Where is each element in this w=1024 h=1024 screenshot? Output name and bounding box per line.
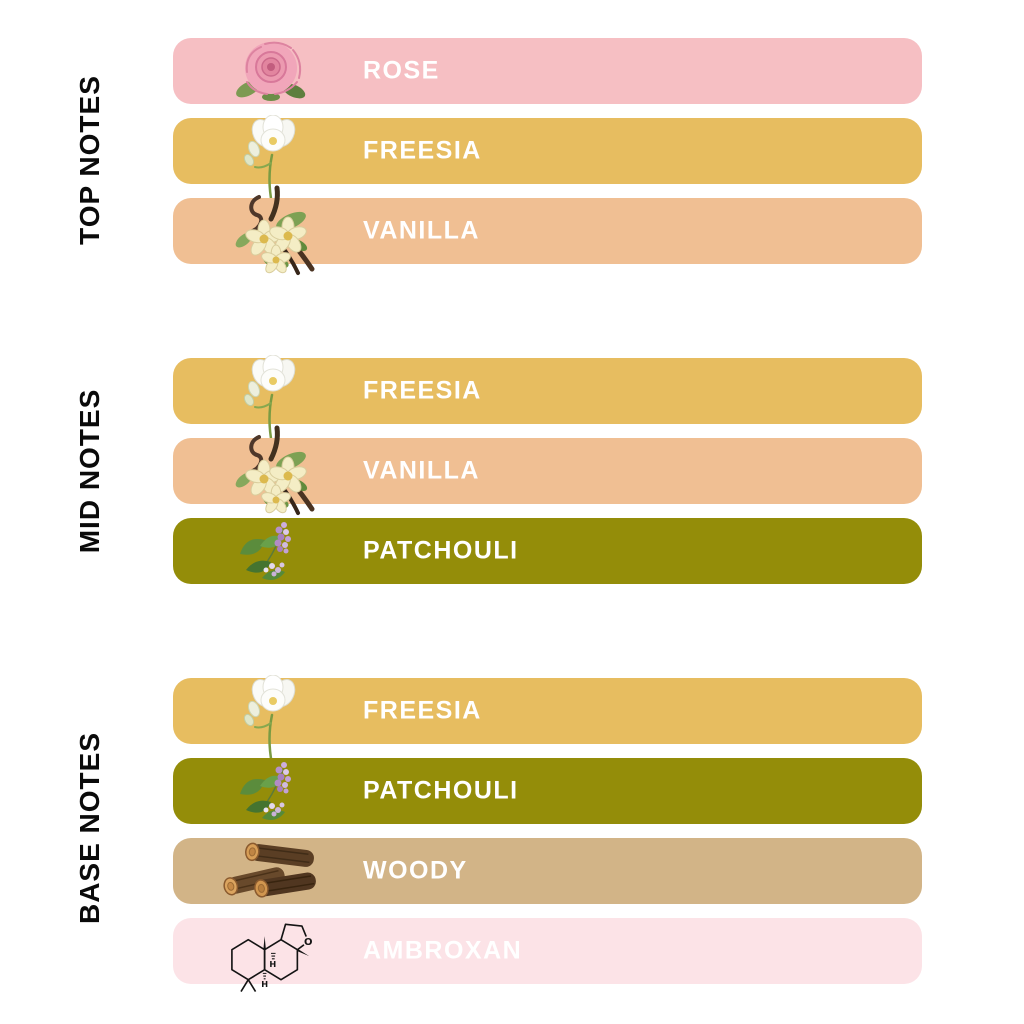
- section-label-base-notes: BASE NOTES: [74, 731, 105, 925]
- svg-text:H: H: [269, 959, 276, 969]
- note-bar-vanilla: VANILLA: [173, 425, 922, 515]
- section-top-notes: ROSE FREESIA: [173, 38, 922, 278]
- section-label-top-notes: TOP NOTES: [74, 75, 105, 245]
- note-label: ROSE: [363, 56, 440, 85]
- note-bar-patchouli: PATCHOULI: [173, 758, 922, 824]
- section-base-notes: FREESIA PATCHOULI: [173, 675, 922, 998]
- note-label: VANILLA: [363, 216, 480, 245]
- note-label: FREESIA: [363, 696, 482, 725]
- note-label: AMBROXAN: [363, 936, 523, 965]
- note-label: FREESIA: [363, 376, 482, 405]
- section-mid-notes: FREESIA: [173, 355, 922, 598]
- section-label-mid-notes: MID NOTES: [74, 388, 105, 554]
- note-bar-ambroxan: H H O AMBROXAN: [173, 918, 922, 992]
- note-label: PATCHOULI: [363, 536, 519, 565]
- note-bar-vanilla: VANILLA: [173, 185, 922, 275]
- note-bar-freesia: FREESIA: [173, 675, 922, 766]
- note-label: PATCHOULI: [363, 776, 519, 805]
- note-bar-freesia: FREESIA: [173, 355, 922, 446]
- note-bar-rose: ROSE: [173, 38, 922, 104]
- note-label: FREESIA: [363, 136, 482, 165]
- note-label: VANILLA: [363, 456, 480, 485]
- svg-text:O: O: [304, 937, 313, 948]
- note-bar-freesia: FREESIA: [173, 115, 922, 206]
- note-label: WOODY: [363, 856, 468, 885]
- note-bar-woody: WOODY: [173, 838, 922, 904]
- note-bar-patchouli: PATCHOULI: [173, 518, 922, 584]
- svg-text:H: H: [261, 979, 268, 989]
